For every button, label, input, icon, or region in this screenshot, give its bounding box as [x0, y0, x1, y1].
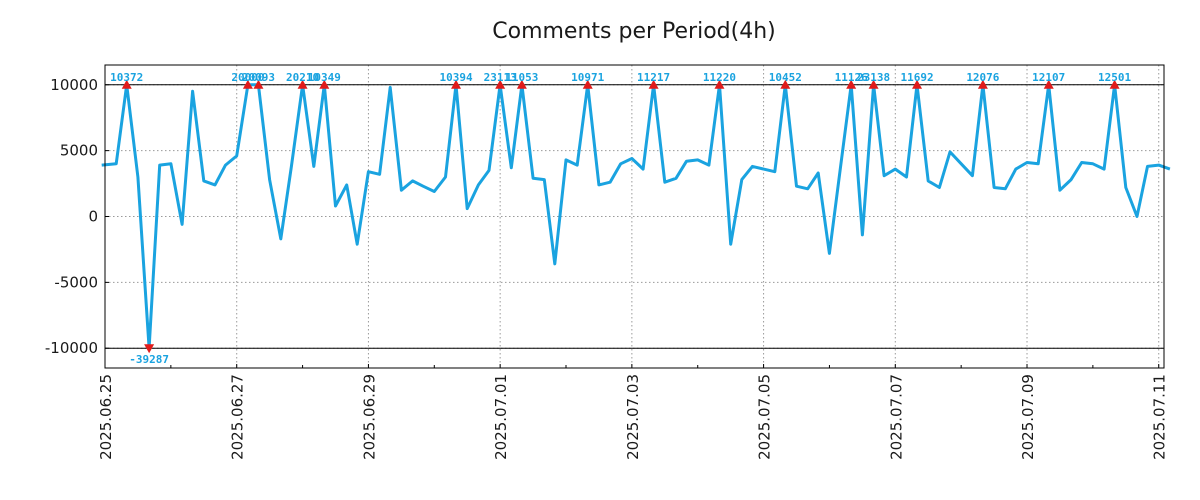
peak-marker — [253, 79, 264, 89]
peak-marker — [121, 79, 132, 89]
peak-label: 12501 — [1098, 71, 1131, 84]
y-tick-label: 0 — [88, 208, 98, 226]
peak-label: 12076 — [966, 71, 999, 84]
peak-marker — [868, 79, 879, 89]
peak-label: 10372 — [110, 71, 143, 84]
peak-label: 23138 — [857, 71, 890, 84]
peak-label: -39287 — [129, 353, 169, 366]
x-tick-label: 2025.07.05 — [756, 374, 774, 460]
x-tick-label: 2025.06.29 — [360, 374, 378, 460]
x-tick-label: 2025.07.01 — [492, 374, 510, 460]
peak-label: 23113 — [484, 71, 517, 84]
x-tick-label: 2025.07.11 — [1151, 374, 1169, 460]
peak-label: 20000 — [231, 71, 264, 84]
peak-marker — [144, 344, 155, 354]
peak-marker — [1043, 79, 1054, 89]
peak-marker — [242, 79, 253, 89]
peak-label: 20093 — [242, 71, 275, 84]
peak-marker — [780, 79, 791, 89]
peak-marker — [451, 79, 462, 89]
peak-label: 11126 — [835, 71, 868, 84]
plot-frame — [104, 64, 1165, 369]
series-line-comments — [101, 83, 1171, 350]
peak-marker — [648, 79, 659, 89]
peak-label: 11692 — [900, 71, 933, 84]
peak-label: 10349 — [308, 71, 341, 84]
y-tick-label: 5000 — [60, 142, 98, 160]
series-layer — [101, 83, 1171, 350]
peak-marker — [912, 79, 923, 89]
x-tick-label: 2025.07.07 — [887, 374, 905, 460]
peak-label: 11217 — [637, 71, 670, 84]
peak-label: 10971 — [571, 71, 604, 84]
peak-label: 10452 — [769, 71, 802, 84]
y-tick-label: 10000 — [50, 76, 98, 94]
peak-label: 10394 — [439, 71, 472, 84]
peak-marker — [319, 79, 330, 89]
y-tick-label: -5000 — [54, 273, 98, 291]
peak-label: 11053 — [505, 71, 538, 84]
peak-marker — [495, 79, 506, 89]
peak-marker — [297, 79, 308, 89]
chart-title: Comments per Period(4h) — [492, 19, 776, 44]
y-tick-label: -10000 — [45, 339, 98, 357]
reference-lines — [105, 84, 1164, 349]
peak-label: 11220 — [703, 71, 736, 84]
peak-marker — [977, 79, 988, 89]
peak-marker — [846, 79, 857, 89]
axis-layer: 10000 5000 0 -5000 -10000 2025.06.25 2025.06.2… — [45, 76, 1169, 460]
peak-label: 20210 — [286, 71, 319, 84]
peak-marker — [516, 79, 527, 89]
grid-layer — [104, 65, 1164, 368]
peak-markers — [121, 79, 1120, 354]
peak-label: 12107 — [1032, 71, 1065, 84]
x-tick-label: 2025.06.27 — [229, 374, 247, 460]
x-tick-label: 2025.07.03 — [624, 374, 642, 460]
x-tick-label: 2025.06.25 — [97, 374, 115, 460]
x-tick-label: 2025.07.09 — [1019, 374, 1037, 460]
peak-marker — [582, 79, 593, 89]
peak-marker — [714, 79, 725, 89]
peak-marker — [1109, 79, 1120, 89]
